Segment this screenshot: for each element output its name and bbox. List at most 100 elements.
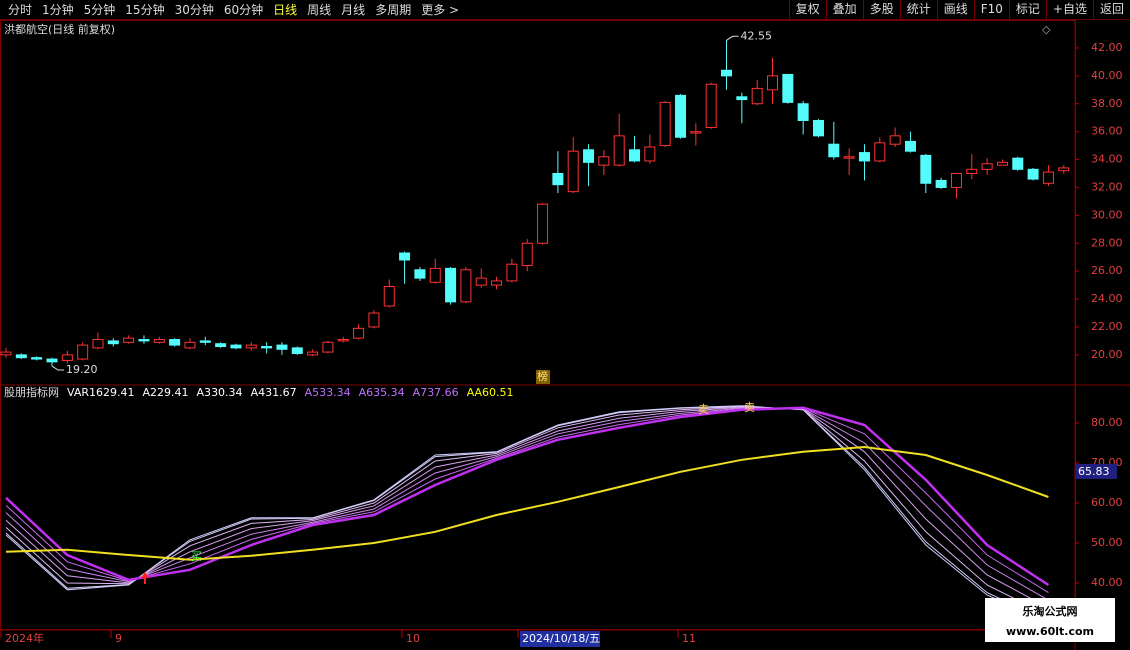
toolbar-button[interactable]: 5分钟: [83, 3, 116, 17]
candle-body: [812, 119, 824, 137]
period-tabs: 分时 1分钟 5分钟 15分钟 30分钟 60分钟 日线 周线 月线 多周期 更多 >: [0, 0, 459, 19]
candle-body: [889, 135, 901, 145]
buy-marker: 买: [191, 550, 202, 563]
candle-body: [1042, 171, 1054, 184]
indicator-line: [5, 407, 1049, 601]
legend-value: 33.34: [319, 386, 351, 399]
toolbar-button[interactable]: 1分钟: [42, 3, 74, 17]
y-tick-label: 34.00: [1091, 153, 1123, 166]
legend-value: 31.67: [265, 386, 297, 399]
candle-body: [199, 340, 211, 343]
toolbar-button[interactable]: 30分钟: [174, 3, 214, 17]
legend-name: AA: [467, 386, 483, 399]
legend-value: 29.41: [103, 386, 135, 399]
y-tick-label: 24.00: [1091, 292, 1123, 305]
candle-body: [475, 277, 487, 286]
toolbar-button[interactable]: 分时: [8, 3, 33, 17]
legend-value: 29.41: [157, 386, 189, 399]
candle-body: [291, 347, 303, 354]
candle-body: [797, 103, 809, 121]
candle-body: [77, 344, 89, 360]
candle-body: [460, 269, 472, 303]
x-tick-label: 11: [682, 632, 696, 645]
toolbar-button[interactable]: 多股: [862, 0, 900, 19]
candle-body: [184, 341, 196, 349]
candle-body: [858, 152, 870, 162]
candle-body: [767, 75, 778, 91]
candle-body: [675, 94, 687, 138]
candle-body: [583, 149, 595, 163]
candle-body: [537, 203, 549, 244]
y-tick-label: 40.00: [1091, 576, 1123, 589]
high-pointer: [726, 35, 739, 41]
toolbar-button[interactable]: +自选: [1045, 0, 1093, 19]
y-tick-label: 38.00: [1091, 97, 1123, 110]
toolbar-button[interactable]: 多周期: [375, 3, 412, 17]
toolbar-button[interactable]: 返回: [1092, 0, 1130, 19]
y-tick-label: 36.00: [1091, 125, 1123, 138]
tool-buttons: 复权 叠加 多股 统计 画线 F10 标记 +自选 返回: [788, 0, 1130, 19]
legend-name: A7: [413, 386, 428, 399]
cursor-box: [1075, 464, 1117, 479]
toolbar-button[interactable]: 标记: [1008, 0, 1046, 19]
indicator-legend: 股朋指标网VAR1629.41A229.41A330.34A431.67A533…: [4, 385, 514, 399]
y-tick-label: 30.00: [1091, 208, 1123, 221]
legend-name: A6: [359, 386, 374, 399]
candle-body: [92, 339, 104, 349]
toolbar-button[interactable]: 60分钟: [223, 3, 264, 17]
y-tick-label: 32.00: [1091, 180, 1123, 193]
toolbar-button[interactable]: 更多 >: [421, 3, 460, 17]
toolbar: 分时 1分钟 5分钟 15分钟 30分钟 60分钟 日线 周线 月线 多周期 更多 > 复权 叠加 多股统…: [0, 0, 1130, 20]
toolbar-button[interactable]: 画线: [936, 0, 974, 19]
legend-name: VAR16: [67, 386, 103, 399]
candle-body: [368, 312, 380, 328]
indicator-title: 股朋指标网: [4, 385, 59, 399]
candle-body: [261, 345, 273, 349]
toolbar-button[interactable]: 周线: [307, 3, 332, 17]
y-tick-label: 42.00: [1091, 41, 1123, 54]
panel-border: [0, 20, 1076, 630]
low-label: 19.20: [66, 363, 98, 376]
x-tick-label: 2024/10/18/五: [522, 632, 600, 645]
buy-arrow: [141, 572, 149, 584]
cursor-label: 65.83: [1078, 465, 1110, 478]
candle-body: [1012, 157, 1024, 170]
y-tick-label: 50.00: [1091, 536, 1123, 549]
legend-name: A2: [143, 386, 158, 399]
watermark-url: www.60lt.com: [1006, 625, 1094, 638]
expand-icon: ◇: [1042, 23, 1051, 36]
indicator-line: [5, 405, 1049, 624]
candle-body: [123, 337, 135, 343]
indicator-line: [5, 406, 1050, 587]
toolbar-button[interactable]: 15分钟: [125, 3, 165, 17]
x-tick-label: 9: [115, 632, 122, 645]
candle-body: [153, 339, 165, 343]
y-tick-label: 26.00: [1091, 264, 1123, 277]
toolbar-button[interactable]: 统计: [899, 0, 937, 19]
y-tick-label: 60.00: [1091, 496, 1123, 509]
toolbar-button[interactable]: 叠加: [825, 0, 863, 19]
toolbar-button[interactable]: 复权: [788, 0, 826, 19]
toolbar-button[interactable]: 日线: [273, 3, 298, 17]
candle-body: [920, 154, 932, 184]
stock-title: 洪都航空(日线 前复权): [4, 22, 115, 36]
candle-body: [506, 263, 518, 282]
candle-body: [828, 143, 840, 158]
toolbar-button[interactable]: F10: [973, 0, 1009, 19]
candle-body: [966, 168, 978, 175]
legend-value: 37.66: [427, 386, 459, 399]
candle-body: [843, 156, 855, 159]
watermark-bg: [985, 598, 1115, 642]
candle-body: [736, 96, 748, 101]
indicator-line: [5, 406, 1049, 616]
candle-body: [874, 142, 886, 162]
marker-box: [536, 370, 550, 384]
toolbar-button[interactable]: 月线: [341, 3, 366, 17]
candle-body: [629, 149, 641, 162]
candle-body: [61, 354, 73, 361]
candle-body: [904, 140, 916, 152]
legend-name: A3: [197, 386, 212, 399]
candle-body: [353, 327, 365, 339]
candle-body: [276, 344, 288, 350]
candle-body: [782, 73, 794, 103]
